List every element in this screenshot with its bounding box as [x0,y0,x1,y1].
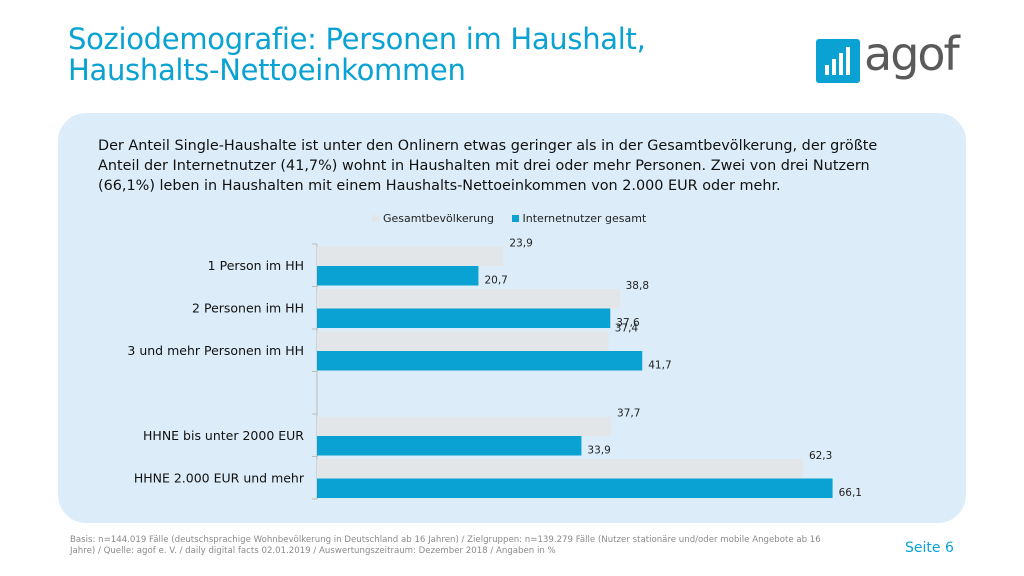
category-label: 2 Personen im HH [192,301,304,316]
bar-gesamtbevoelkerung [317,459,803,479]
data-label: 23,9 [509,238,532,250]
legend-item-series-1: Gesamtbevölkerung [372,212,494,225]
data-label: 33,9 [587,445,610,457]
category-label: HHNE bis unter 2000 EUR [143,428,304,443]
bar-chart-logo-icon [816,39,860,83]
data-label: 62,3 [809,450,832,462]
category-label: HHNE 2.000 EUR und mehr [134,471,305,486]
logo-wordmark: agof [864,27,960,81]
category-label: 3 und mehr Personen im HH [127,343,304,358]
bar-internetnutzer [317,308,611,328]
chart-legend: Gesamtbevölkerung Internetnutzer gesamt [372,212,660,225]
legend-label-series-2: Internetnutzer gesamt [522,212,647,225]
data-label: 37,6 [616,317,640,329]
data-label: 41,7 [648,360,671,372]
legend-swatch-series-1 [372,215,379,222]
bar-gesamtbevoelkerung [317,289,620,309]
footnote: Basis: n=144.019 Fälle (deutschsprachige… [70,535,821,556]
bar-internetnutzer [317,266,479,286]
legend-swatch-series-2 [511,215,519,222]
bar-internetnutzer [317,436,582,456]
bar-internetnutzer [317,478,833,498]
data-label: 38,8 [626,280,649,292]
page-number: Seite 6 [905,540,954,556]
bar-gesamtbevoelkerung [317,331,609,351]
bar-gesamtbevoelkerung [317,416,612,436]
legend-item-series-2: Internetnutzer gesamt [511,212,647,225]
category-label: 1 Person im HH [208,258,304,273]
bar-gesamtbevoelkerung [317,246,504,266]
agof-logo: agof [816,27,966,85]
legend-label-series-1: Gesamtbevölkerung [383,212,495,225]
data-label: 37,4 [615,323,639,335]
data-label: 20,7 [484,275,507,287]
data-label: 66,1 [839,487,862,499]
bar-internetnutzer [317,351,643,371]
intro-text: Der Anteil Single-Haushalte ist unter de… [98,138,878,194]
data-label: 37,7 [617,408,640,420]
title-line-1: Soziodemografie: Personen im Haushalt, [68,22,646,56]
slide-title: Soziodemografie: Personen im Haushalt, H… [68,24,646,86]
title-line-2: Haushalts-Nettoeinkommen [68,53,466,87]
